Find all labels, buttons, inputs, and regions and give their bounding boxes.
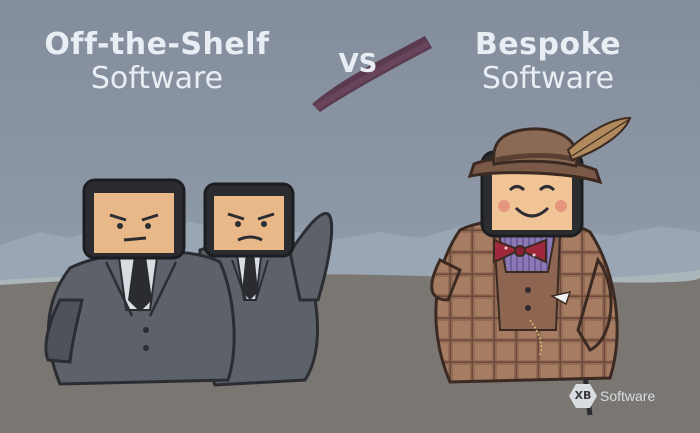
suit-character-back xyxy=(198,182,334,387)
left-title-line1: Off-the-Shelf xyxy=(44,27,270,62)
suit-character-front xyxy=(44,178,236,386)
brush-stroke-highlight xyxy=(314,41,430,111)
right-title-line1: Bespoke xyxy=(474,27,622,62)
xb-software-logo[interactable]: XB Software xyxy=(568,383,678,409)
off-the-shelf-title: Off-the-Shelf Software xyxy=(22,30,292,94)
logo-mark-text: XB xyxy=(574,389,592,402)
bespoke-character xyxy=(430,116,632,416)
hexagon-logo-icon xyxy=(569,384,597,408)
left-title-line2: Software xyxy=(90,61,224,96)
bespoke-title: Bespoke Software xyxy=(428,30,668,94)
logo-wordmark: Software xyxy=(600,388,656,404)
versus-label: VS xyxy=(338,49,378,79)
right-title-line2: Software xyxy=(481,61,615,96)
